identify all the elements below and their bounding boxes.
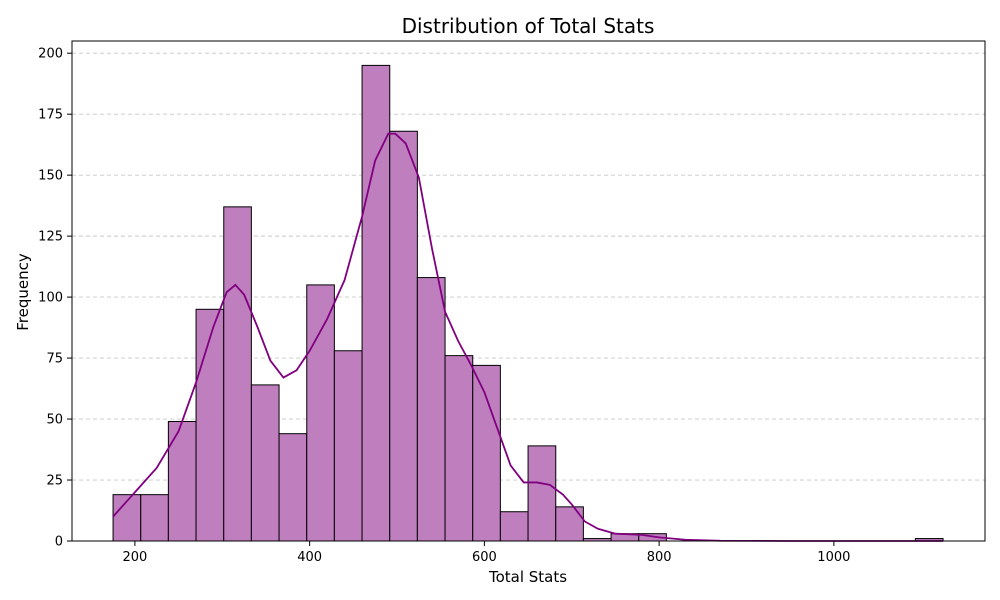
plot-frame	[71, 40, 986, 542]
x-tick-label: 400	[297, 550, 322, 565]
kde-curve	[112, 132, 944, 542]
histogram-bars	[112, 64, 944, 542]
histogram-bar	[416, 277, 446, 542]
histogram-bar	[167, 420, 197, 542]
histogram-bar	[333, 350, 363, 542]
y-axis-label: Frequency	[14, 253, 32, 331]
histogram-bar	[527, 445, 557, 542]
y-tick-label: 100	[38, 291, 63, 306]
x-tick-label: 1000	[817, 550, 850, 565]
histogram-bar	[278, 433, 308, 542]
y-axis-ticks: 0 25 50 75 100 125 150 175 200	[38, 47, 72, 550]
y-tick-label: 50	[46, 413, 63, 428]
x-axis-ticks: 200 400 600 800 1000	[122, 541, 850, 565]
histogram-bar	[361, 64, 391, 542]
histogram-bar	[389, 130, 418, 542]
histogram-bar	[499, 511, 529, 542]
chart-title: Distribution of Total Stats	[402, 14, 655, 38]
histogram-bar	[195, 308, 225, 542]
y-tick-label: 200	[38, 47, 63, 62]
x-axis-label: Total Stats	[488, 568, 567, 586]
histogram-bar	[223, 206, 252, 542]
y-tick-label: 25	[46, 474, 63, 489]
histogram-bar	[444, 355, 474, 542]
histogram-bar	[140, 494, 169, 542]
x-tick-label: 600	[472, 550, 497, 565]
y-tick-label: 150	[38, 169, 63, 184]
histogram-bar	[472, 364, 501, 542]
x-tick-label: 800	[647, 550, 672, 565]
y-tick-label: 75	[46, 352, 63, 367]
histogram-bar	[306, 284, 335, 542]
histogram-bar	[555, 506, 584, 542]
y-tick-label: 0	[55, 535, 63, 550]
y-tick-label: 175	[38, 108, 63, 123]
x-tick-label: 200	[122, 550, 147, 565]
y-tick-label: 125	[38, 230, 63, 245]
histogram-bar	[250, 384, 280, 542]
